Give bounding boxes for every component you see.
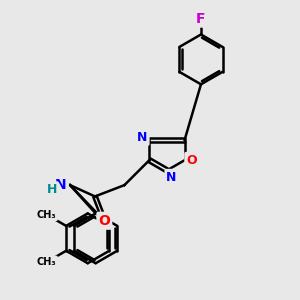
Text: H: H	[47, 183, 57, 196]
Text: F: F	[196, 12, 206, 26]
Text: N: N	[55, 178, 67, 192]
Text: N: N	[137, 131, 148, 144]
Text: O: O	[186, 154, 197, 167]
Text: O: O	[98, 214, 110, 228]
Text: CH₃: CH₃	[37, 257, 56, 267]
Text: CH₃: CH₃	[37, 210, 56, 220]
Text: N: N	[166, 171, 177, 184]
